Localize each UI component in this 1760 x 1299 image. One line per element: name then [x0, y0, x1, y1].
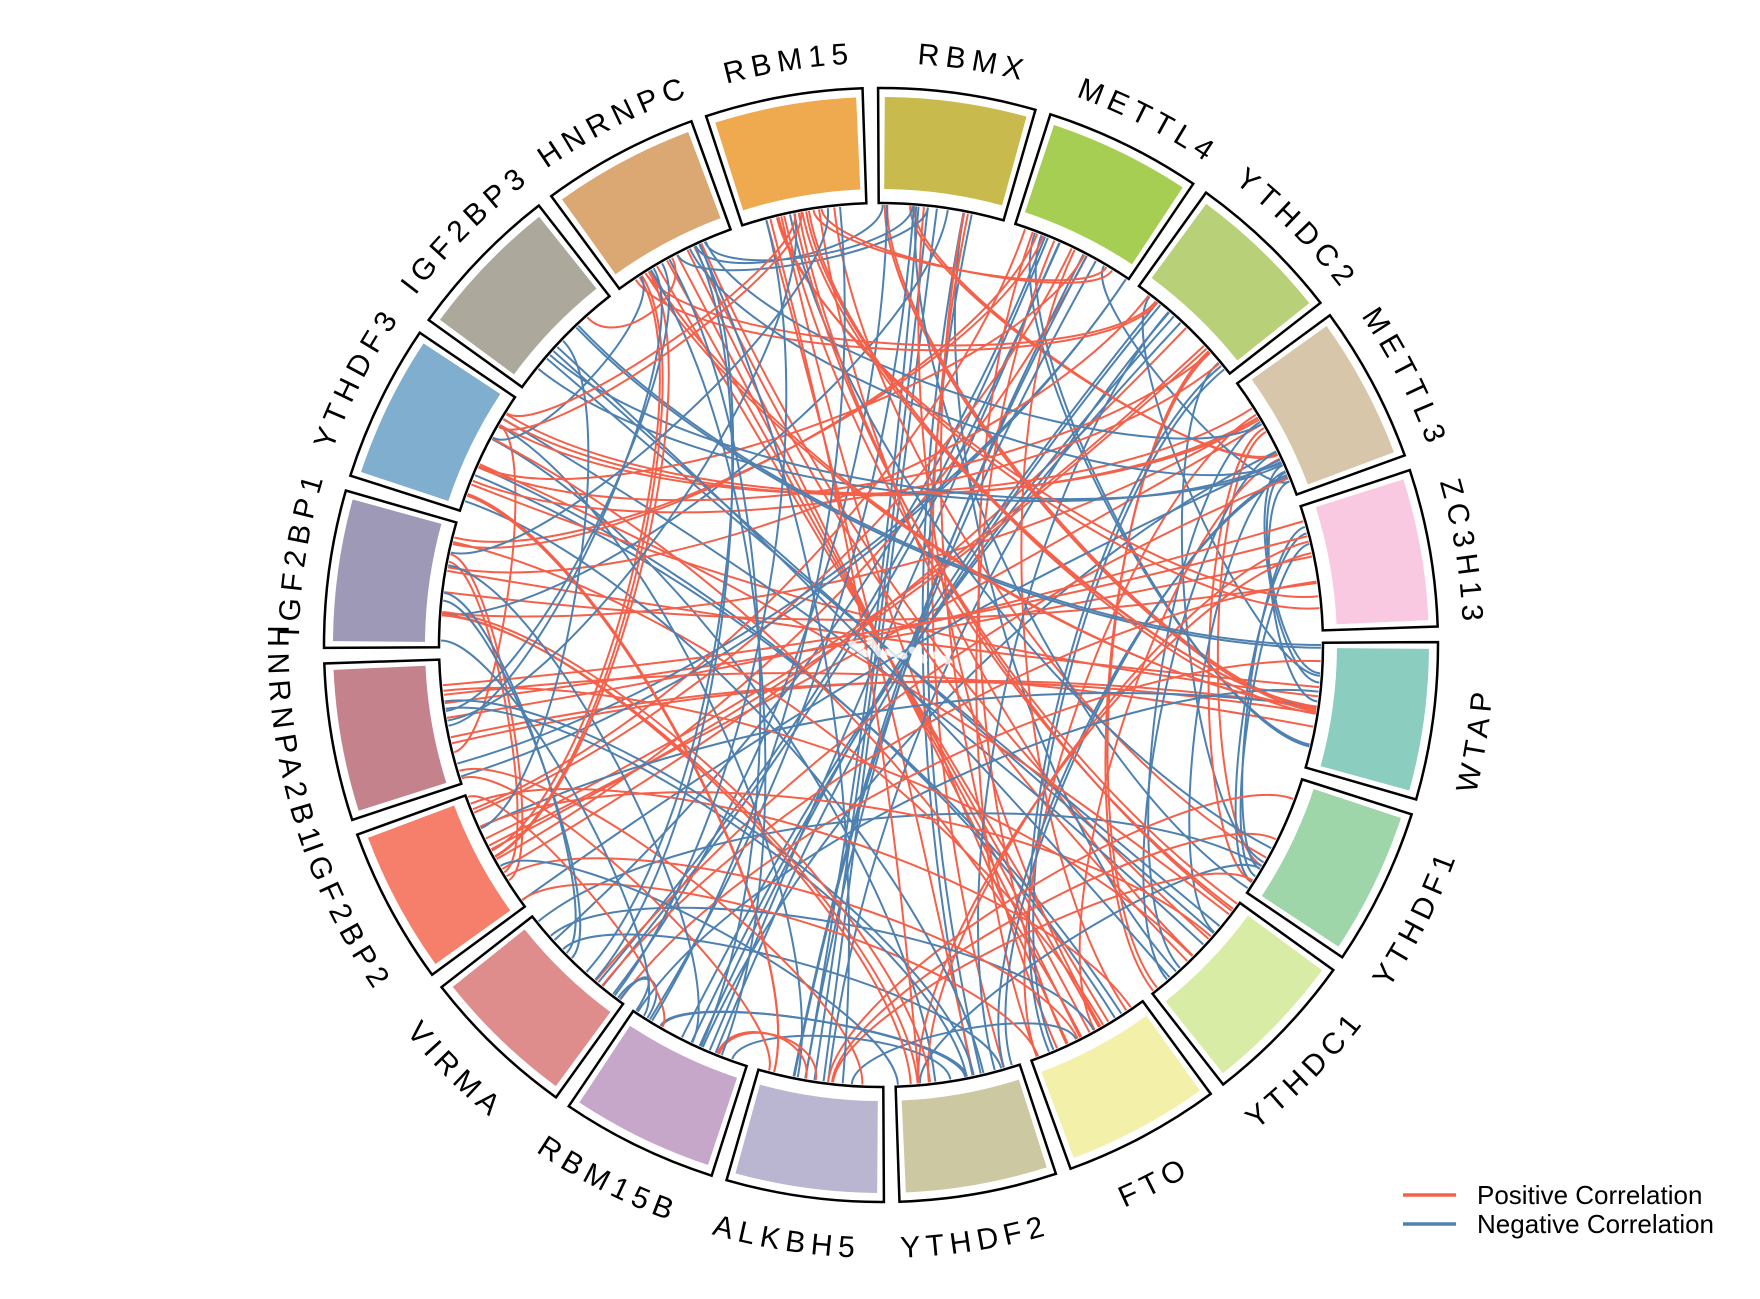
svg-text:Positive Correlation: Positive Correlation: [1477, 1180, 1702, 1210]
svg-text:Negative Correlation: Negative Correlation: [1477, 1209, 1714, 1239]
